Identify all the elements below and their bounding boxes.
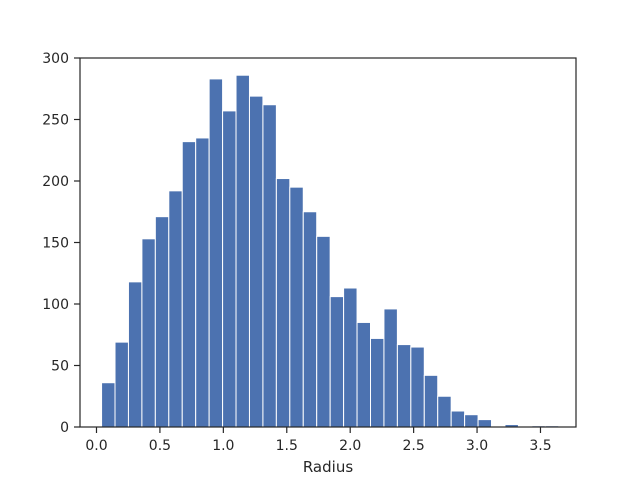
- x-tick-label: 2.5: [402, 438, 424, 454]
- x-tick-label: 3.5: [529, 438, 551, 454]
- y-tick-label: 50: [51, 359, 69, 375]
- histogram-bar: [114, 341, 129, 428]
- histogram-bar: [369, 337, 385, 428]
- histogram-bar: [208, 78, 224, 428]
- histogram-bar: [168, 190, 183, 428]
- y-tick-label: 150: [42, 236, 69, 252]
- y-tick-label: 0: [60, 420, 69, 436]
- histogram-bar: [195, 137, 210, 428]
- x-tick-label: 2.0: [339, 438, 361, 454]
- x-axis-label: Radius: [303, 458, 353, 476]
- histogram-bar: [248, 95, 264, 428]
- histogram-bar: [316, 235, 331, 428]
- histogram-bar: [141, 238, 156, 428]
- histogram-bar: [101, 382, 116, 428]
- histogram-bar: [356, 321, 371, 428]
- histogram-bar: [423, 374, 439, 428]
- histogram-bar: [181, 141, 197, 428]
- histogram-bar: [410, 346, 425, 428]
- histogram-bar: [477, 419, 493, 428]
- histogram-bar: [235, 74, 250, 428]
- histogram-bar: [275, 178, 291, 428]
- histogram-bar: [262, 104, 277, 428]
- x-tick-label: 1.5: [276, 438, 298, 454]
- histogram-bar: [222, 110, 237, 428]
- plot-frame: [79, 57, 577, 428]
- histogram-bar: [464, 414, 479, 428]
- x-tick-label: 1.0: [212, 438, 234, 454]
- histogram-bar: [289, 186, 304, 428]
- histogram-bar: [127, 281, 143, 428]
- histogram-bar: [437, 395, 452, 428]
- histogram-bar: [383, 308, 398, 428]
- x-axis-ticks: 0.0 0.5 1.0 1.5 2.0 2.5 3.0 3.5: [85, 427, 552, 454]
- x-tick-label: 0.5: [149, 438, 171, 454]
- histogram-bar: [154, 216, 170, 428]
- histogram-bar: [450, 410, 466, 428]
- histogram-bar: [302, 211, 318, 428]
- y-tick-label: 300: [42, 51, 69, 67]
- histogram-bar: [396, 344, 412, 428]
- y-axis-ticks: 0 50 100 150 200 250 300: [42, 51, 80, 436]
- x-tick-label: 3.0: [466, 438, 488, 454]
- histogram-bar: [343, 287, 358, 428]
- histogram-bar: [329, 296, 345, 428]
- y-tick-label: 250: [42, 113, 69, 129]
- y-tick-label: 200: [42, 174, 69, 190]
- y-tick-label: 100: [42, 297, 69, 313]
- x-tick-label: 0.0: [85, 438, 107, 454]
